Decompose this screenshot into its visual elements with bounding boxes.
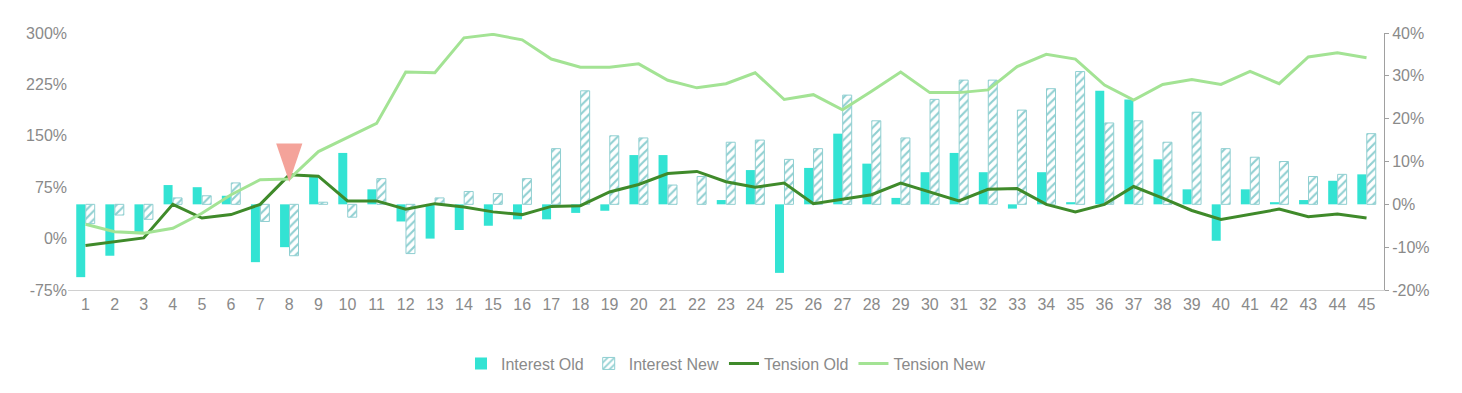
svg-text:40: 40 bbox=[1212, 296, 1230, 313]
svg-text:29: 29 bbox=[892, 296, 910, 313]
svg-text:300%: 300% bbox=[26, 25, 67, 42]
svg-text:33: 33 bbox=[1008, 296, 1026, 313]
svg-text:15: 15 bbox=[484, 296, 502, 313]
svg-text:8: 8 bbox=[285, 296, 294, 313]
svg-text:19: 19 bbox=[601, 296, 619, 313]
svg-text:9: 9 bbox=[314, 296, 323, 313]
svg-text:42: 42 bbox=[1270, 296, 1288, 313]
svg-text:0%: 0% bbox=[1392, 196, 1415, 213]
svg-text:26: 26 bbox=[804, 296, 822, 313]
svg-text:30: 30 bbox=[921, 296, 939, 313]
svg-text:7: 7 bbox=[256, 296, 265, 313]
svg-text:225%: 225% bbox=[26, 76, 67, 93]
svg-text:28: 28 bbox=[863, 296, 881, 313]
svg-text:-75%: -75% bbox=[30, 282, 67, 299]
svg-text:5: 5 bbox=[197, 296, 206, 313]
svg-text:41: 41 bbox=[1241, 296, 1259, 313]
svg-text:10: 10 bbox=[339, 296, 357, 313]
svg-text:150%: 150% bbox=[26, 127, 67, 144]
svg-text:3: 3 bbox=[139, 296, 148, 313]
svg-text:Tension New: Tension New bbox=[893, 356, 985, 373]
svg-text:16: 16 bbox=[513, 296, 531, 313]
svg-text:34: 34 bbox=[1037, 296, 1055, 313]
svg-text:-10%: -10% bbox=[1392, 239, 1429, 256]
svg-text:6: 6 bbox=[227, 296, 236, 313]
svg-text:44: 44 bbox=[1329, 296, 1347, 313]
svg-text:22: 22 bbox=[688, 296, 706, 313]
svg-text:38: 38 bbox=[1154, 296, 1172, 313]
svg-text:12: 12 bbox=[397, 296, 415, 313]
svg-text:35: 35 bbox=[1066, 296, 1084, 313]
svg-text:45: 45 bbox=[1358, 296, 1376, 313]
svg-text:27: 27 bbox=[834, 296, 852, 313]
svg-text:11: 11 bbox=[368, 296, 385, 313]
svg-text:75%: 75% bbox=[35, 179, 67, 196]
svg-text:13: 13 bbox=[426, 296, 444, 313]
svg-text:20%: 20% bbox=[1392, 110, 1424, 127]
svg-text:2: 2 bbox=[110, 296, 119, 313]
svg-text:32: 32 bbox=[979, 296, 997, 313]
svg-text:10%: 10% bbox=[1392, 153, 1424, 170]
svg-text:17: 17 bbox=[542, 296, 560, 313]
svg-text:24: 24 bbox=[746, 296, 764, 313]
svg-text:0%: 0% bbox=[44, 230, 67, 247]
svg-text:31: 31 bbox=[950, 296, 968, 313]
svg-text:21: 21 bbox=[659, 296, 677, 313]
svg-text:37: 37 bbox=[1125, 296, 1143, 313]
svg-text:25: 25 bbox=[775, 296, 793, 313]
svg-text:4: 4 bbox=[168, 296, 177, 313]
svg-text:40%: 40% bbox=[1392, 25, 1424, 42]
svg-text:Tension Old: Tension Old bbox=[764, 356, 849, 373]
svg-text:39: 39 bbox=[1183, 296, 1201, 313]
svg-text:23: 23 bbox=[717, 296, 735, 313]
svg-text:14: 14 bbox=[455, 296, 473, 313]
svg-text:20: 20 bbox=[630, 296, 648, 313]
svg-text:18: 18 bbox=[572, 296, 590, 313]
svg-text:Interest New: Interest New bbox=[629, 356, 719, 373]
svg-text:-20%: -20% bbox=[1392, 282, 1429, 299]
svg-text:1: 1 bbox=[81, 296, 90, 313]
svg-text:43: 43 bbox=[1299, 296, 1317, 313]
svg-text:Interest Old: Interest Old bbox=[501, 356, 584, 373]
svg-text:30%: 30% bbox=[1392, 67, 1424, 84]
svg-text:36: 36 bbox=[1096, 296, 1114, 313]
